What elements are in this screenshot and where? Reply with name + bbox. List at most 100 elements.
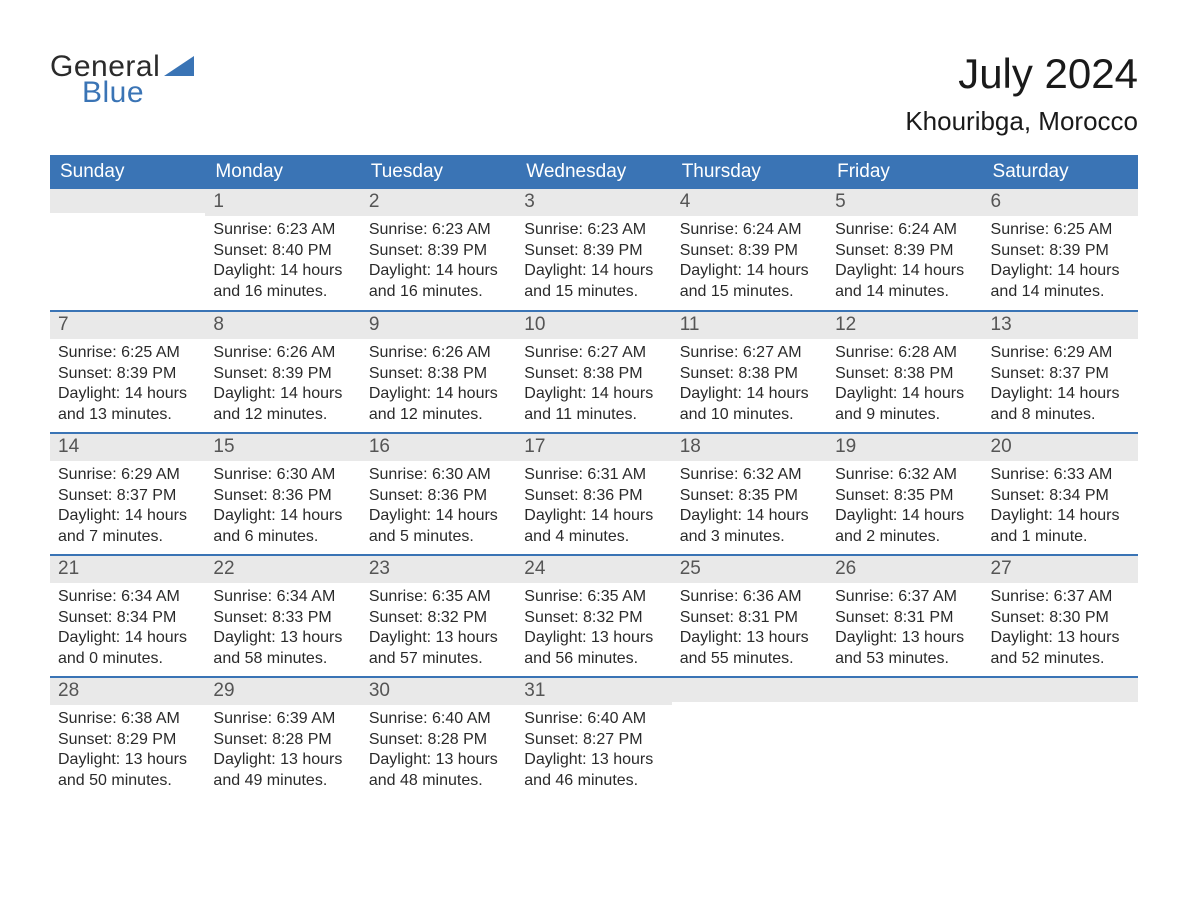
weekday-header: Thursday bbox=[672, 155, 827, 189]
daylight1-text: Daylight: 13 hours bbox=[524, 750, 663, 771]
sunrise-text: Sunrise: 6:39 AM bbox=[213, 709, 352, 730]
daylight1-text: Daylight: 14 hours bbox=[680, 261, 819, 282]
weekday-header: Tuesday bbox=[361, 155, 516, 189]
sunrise-text: Sunrise: 6:24 AM bbox=[680, 220, 819, 241]
sunset-text: Sunset: 8:31 PM bbox=[835, 608, 974, 629]
sunrise-text: Sunrise: 6:30 AM bbox=[213, 465, 352, 486]
day-number: 11 bbox=[672, 312, 827, 339]
weekday-header: Monday bbox=[205, 155, 360, 189]
daylight1-text: Daylight: 14 hours bbox=[369, 261, 508, 282]
sunrise-text: Sunrise: 6:28 AM bbox=[835, 343, 974, 364]
sunrise-text: Sunrise: 6:27 AM bbox=[680, 343, 819, 364]
daylight2-text: and 10 minutes. bbox=[680, 405, 819, 426]
day-data: Sunrise: 6:24 AMSunset: 8:39 PMDaylight:… bbox=[827, 216, 982, 307]
daylight1-text: Daylight: 14 hours bbox=[524, 506, 663, 527]
day-number bbox=[50, 189, 205, 213]
sunrise-text: Sunrise: 6:38 AM bbox=[58, 709, 197, 730]
calendar-cell: 8Sunrise: 6:26 AMSunset: 8:39 PMDaylight… bbox=[205, 311, 360, 433]
calendar-cell: 2Sunrise: 6:23 AMSunset: 8:39 PMDaylight… bbox=[361, 189, 516, 311]
daylight1-text: Daylight: 14 hours bbox=[991, 261, 1130, 282]
daylight2-text: and 2 minutes. bbox=[835, 527, 974, 548]
day-data: Sunrise: 6:23 AMSunset: 8:39 PMDaylight:… bbox=[516, 216, 671, 307]
day-data: Sunrise: 6:24 AMSunset: 8:39 PMDaylight:… bbox=[672, 216, 827, 307]
calendar-cell bbox=[672, 677, 827, 799]
day-data: Sunrise: 6:32 AMSunset: 8:35 PMDaylight:… bbox=[827, 461, 982, 552]
daylight2-text: and 16 minutes. bbox=[369, 282, 508, 303]
day-number: 26 bbox=[827, 556, 982, 583]
sunrise-text: Sunrise: 6:30 AM bbox=[369, 465, 508, 486]
calendar-cell: 18Sunrise: 6:32 AMSunset: 8:35 PMDayligh… bbox=[672, 433, 827, 555]
sunrise-text: Sunrise: 6:37 AM bbox=[991, 587, 1130, 608]
calendar-cell: 6Sunrise: 6:25 AMSunset: 8:39 PMDaylight… bbox=[983, 189, 1138, 311]
sunrise-text: Sunrise: 6:31 AM bbox=[524, 465, 663, 486]
daylight2-text: and 58 minutes. bbox=[213, 649, 352, 670]
calendar-cell: 4Sunrise: 6:24 AMSunset: 8:39 PMDaylight… bbox=[672, 189, 827, 311]
sunset-text: Sunset: 8:38 PM bbox=[369, 364, 508, 385]
daylight2-text: and 48 minutes. bbox=[369, 771, 508, 792]
sunset-text: Sunset: 8:32 PM bbox=[369, 608, 508, 629]
sunset-text: Sunset: 8:31 PM bbox=[680, 608, 819, 629]
daylight1-text: Daylight: 14 hours bbox=[213, 384, 352, 405]
sunset-text: Sunset: 8:33 PM bbox=[213, 608, 352, 629]
daylight2-text: and 12 minutes. bbox=[213, 405, 352, 426]
day-number: 12 bbox=[827, 312, 982, 339]
day-number: 20 bbox=[983, 434, 1138, 461]
sunrise-text: Sunrise: 6:40 AM bbox=[524, 709, 663, 730]
day-data: Sunrise: 6:31 AMSunset: 8:36 PMDaylight:… bbox=[516, 461, 671, 552]
daylight1-text: Daylight: 13 hours bbox=[369, 750, 508, 771]
day-number: 5 bbox=[827, 189, 982, 216]
calendar-cell: 27Sunrise: 6:37 AMSunset: 8:30 PMDayligh… bbox=[983, 555, 1138, 677]
sunrise-text: Sunrise: 6:27 AM bbox=[524, 343, 663, 364]
calendar-cell: 7Sunrise: 6:25 AMSunset: 8:39 PMDaylight… bbox=[50, 311, 205, 433]
daylight2-text: and 9 minutes. bbox=[835, 405, 974, 426]
daylight2-text: and 11 minutes. bbox=[524, 405, 663, 426]
calendar-row: 7Sunrise: 6:25 AMSunset: 8:39 PMDaylight… bbox=[50, 311, 1138, 433]
day-number: 27 bbox=[983, 556, 1138, 583]
day-number: 4 bbox=[672, 189, 827, 216]
daylight1-text: Daylight: 14 hours bbox=[835, 261, 974, 282]
daylight2-text: and 53 minutes. bbox=[835, 649, 974, 670]
subtitle: Khouribga, Morocco bbox=[905, 106, 1138, 137]
day-number: 3 bbox=[516, 189, 671, 216]
calendar-cell: 10Sunrise: 6:27 AMSunset: 8:38 PMDayligh… bbox=[516, 311, 671, 433]
sunset-text: Sunset: 8:37 PM bbox=[58, 486, 197, 507]
day-number: 18 bbox=[672, 434, 827, 461]
sunrise-text: Sunrise: 6:24 AM bbox=[835, 220, 974, 241]
day-data: Sunrise: 6:29 AMSunset: 8:37 PMDaylight:… bbox=[50, 461, 205, 552]
sunset-text: Sunset: 8:30 PM bbox=[991, 608, 1130, 629]
day-data: Sunrise: 6:23 AMSunset: 8:40 PMDaylight:… bbox=[205, 216, 360, 307]
daylight2-text: and 3 minutes. bbox=[680, 527, 819, 548]
logo-word2: Blue bbox=[82, 76, 194, 110]
calendar-table: Sunday Monday Tuesday Wednesday Thursday… bbox=[50, 155, 1138, 799]
sunset-text: Sunset: 8:38 PM bbox=[524, 364, 663, 385]
day-data: Sunrise: 6:35 AMSunset: 8:32 PMDaylight:… bbox=[516, 583, 671, 674]
weekday-header: Saturday bbox=[983, 155, 1138, 189]
sunrise-text: Sunrise: 6:37 AM bbox=[835, 587, 974, 608]
day-number: 13 bbox=[983, 312, 1138, 339]
daylight2-text: and 16 minutes. bbox=[213, 282, 352, 303]
daylight2-text: and 55 minutes. bbox=[680, 649, 819, 670]
calendar-cell: 28Sunrise: 6:38 AMSunset: 8:29 PMDayligh… bbox=[50, 677, 205, 799]
sunrise-text: Sunrise: 6:29 AM bbox=[58, 465, 197, 486]
day-data: Sunrise: 6:26 AMSunset: 8:38 PMDaylight:… bbox=[361, 339, 516, 430]
day-data: Sunrise: 6:37 AMSunset: 8:30 PMDaylight:… bbox=[983, 583, 1138, 674]
day-data: Sunrise: 6:30 AMSunset: 8:36 PMDaylight:… bbox=[205, 461, 360, 552]
daylight2-text: and 14 minutes. bbox=[991, 282, 1130, 303]
sunset-text: Sunset: 8:39 PM bbox=[835, 241, 974, 262]
sunrise-text: Sunrise: 6:32 AM bbox=[835, 465, 974, 486]
daylight2-text: and 15 minutes. bbox=[680, 282, 819, 303]
daylight1-text: Daylight: 13 hours bbox=[213, 628, 352, 649]
sunset-text: Sunset: 8:35 PM bbox=[835, 486, 974, 507]
sunset-text: Sunset: 8:37 PM bbox=[991, 364, 1130, 385]
day-data: Sunrise: 6:40 AMSunset: 8:27 PMDaylight:… bbox=[516, 705, 671, 796]
day-number: 14 bbox=[50, 434, 205, 461]
sunset-text: Sunset: 8:27 PM bbox=[524, 730, 663, 751]
day-number: 2 bbox=[361, 189, 516, 216]
daylight2-text: and 1 minute. bbox=[991, 527, 1130, 548]
page-title: July 2024 bbox=[905, 50, 1138, 98]
sunset-text: Sunset: 8:36 PM bbox=[213, 486, 352, 507]
sunrise-text: Sunrise: 6:23 AM bbox=[369, 220, 508, 241]
sunset-text: Sunset: 8:39 PM bbox=[58, 364, 197, 385]
daylight1-text: Daylight: 14 hours bbox=[524, 261, 663, 282]
calendar-cell: 31Sunrise: 6:40 AMSunset: 8:27 PMDayligh… bbox=[516, 677, 671, 799]
